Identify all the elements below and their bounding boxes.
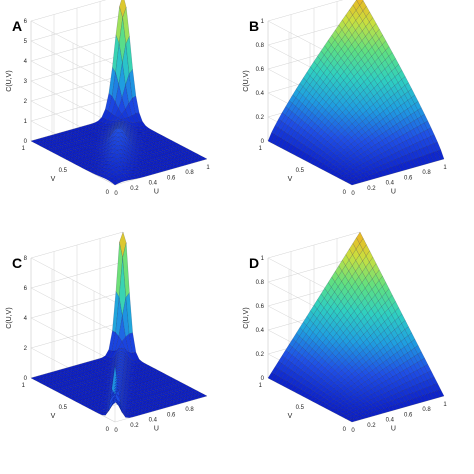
z-tick-label: 6 — [24, 19, 28, 25]
u-tick-label: 0.2 — [130, 186, 139, 192]
z-tick-label: 4 — [24, 59, 28, 65]
v-tick-label: 1 — [259, 146, 263, 152]
panel-label-b: B — [249, 18, 260, 34]
v-tick-label: 0.5 — [59, 405, 68, 411]
v-tick-label: 1 — [22, 383, 26, 389]
u-tick-label: 0.6 — [167, 412, 176, 418]
u-tick-label: 0 — [351, 191, 355, 197]
u-tick-label: 0.4 — [149, 181, 158, 187]
z-tick-label: 0.4 — [256, 91, 265, 97]
u-tick-label: 0 — [351, 428, 355, 434]
z-tick-label: 2 — [24, 99, 28, 105]
u-tick-label: 0.2 — [367, 186, 376, 192]
u-tick-label: 0.6 — [167, 175, 176, 181]
surface-mesh — [267, 0, 445, 186]
u-tick-label: 0.2 — [130, 423, 139, 429]
z-axis-label: C(U,V) — [6, 70, 13, 91]
surface-cell — [199, 394, 208, 398]
u-tick-label: 0.8 — [422, 407, 431, 413]
z-tick-label: 0 — [24, 376, 28, 382]
v-tick-label: 1 — [22, 146, 26, 152]
surface-cell — [437, 149, 445, 161]
v-tick-label: 0 — [343, 427, 347, 433]
panel-label-a: A — [12, 18, 23, 34]
z-axis-label: C(U,V) — [6, 307, 13, 328]
z-tick-label: 0.8 — [256, 280, 265, 286]
u-tick-label: 0.4 — [386, 418, 395, 424]
z-tick-label: 2 — [24, 346, 28, 352]
v-tick-label: 0.5 — [59, 168, 68, 174]
u-tick-label: 0.4 — [149, 418, 158, 424]
v-tick-label: 0.5 — [296, 405, 305, 411]
u-tick-label: 1 — [443, 165, 447, 171]
axis-ticks: 0 2 4 6 8 0 0.2 0.4 0.6 0.8 0 0.5 1 — [22, 256, 195, 434]
z-tick-label: 1 — [261, 19, 265, 25]
z-tick-label: 0.6 — [256, 67, 265, 73]
u-axis-label: U — [391, 188, 396, 195]
v-tick-label: 0.5 — [296, 168, 305, 174]
u-tick-label: 0.8 — [185, 170, 194, 176]
z-axis-label: C(U,V) — [243, 70, 250, 91]
u-tick-label: 1 — [206, 165, 210, 171]
panel-a: A 0 1 2 3 4 5 6 0 0.2 0.4 0.6 0.8 1 0 0.5 1 U V C(U,V) — [0, 0, 237, 237]
z-tick-label: 4 — [24, 316, 28, 322]
panel-c-plot: 0 2 4 6 8 0 0.2 0.4 0.6 0.8 0 0.5 1 U V C(U,V) — [6, 231, 208, 434]
panel-label-c: C — [12, 255, 23, 271]
v-tick-label: 0 — [106, 190, 110, 196]
v-tick-label: 1 — [259, 383, 263, 389]
v-axis-label: V — [51, 413, 56, 420]
panel-b: B 0 0.2 0.4 0.6 0.8 1 0 0.2 0.4 0.6 0.8 1 0 0.5 1 U V C(U… — [237, 0, 474, 237]
panel-d-plot: 00.20.40.60.8100.20.40.60.8100.51UVC(U,V… — [243, 231, 448, 434]
z-tick-label: 1 — [261, 256, 265, 262]
z-tick-label: 0.2 — [256, 115, 265, 121]
z-tick-label: 0.6 — [256, 304, 265, 310]
u-tick-label: 0.6 — [404, 175, 413, 181]
z-tick-label: 6 — [24, 286, 28, 292]
z-tick-label: 0.8 — [256, 43, 265, 49]
surface-cell — [437, 389, 445, 398]
v-axis-label: V — [51, 176, 56, 183]
u-tick-label: 1 — [443, 402, 447, 408]
u-tick-label: 0.8 — [185, 407, 194, 413]
v-axis-label: V — [288, 176, 293, 183]
u-axis-label: U — [154, 188, 159, 195]
u-axis-label: U — [391, 425, 396, 432]
z-tick-label: 0 — [261, 139, 265, 145]
panel-d: D 0 0.2 0.4 0.6 0.8 1 0 0.2 0.4 0.6 0.8 1 0 0.5 1 U V C(U… — [237, 231, 474, 474]
z-tick-label: 0 — [24, 139, 28, 145]
u-tick-label: 0.4 — [386, 181, 395, 187]
z-tick-label: 0 — [261, 376, 265, 382]
z-tick-label: 5 — [24, 39, 28, 45]
v-tick-label: 0 — [343, 190, 347, 196]
v-axis-label: V — [288, 413, 293, 420]
v-tick-label: 0 — [106, 427, 110, 433]
u-tick-label: 0.6 — [404, 412, 413, 418]
panel-c: C 0 2 4 6 8 0 0.2 0.4 0.6 0.8 0 0.5 1 U V C(U,V) — [0, 231, 237, 474]
z-tick-label: 8 — [24, 256, 28, 262]
panel-label-d: D — [249, 255, 260, 271]
surface-mesh — [30, 0, 208, 186]
surface-mesh — [30, 231, 208, 418]
z-axis-label: C(U,V) — [243, 307, 250, 328]
z-tick-label: 0.4 — [256, 328, 265, 334]
z-tick-label: 0.2 — [256, 352, 265, 358]
z-tick-label: 3 — [24, 79, 28, 85]
u-tick-label: 0.8 — [422, 170, 431, 176]
u-axis-label: U — [154, 425, 159, 432]
panel-b-plot: 00.20.40.60.8100.20.40.60.8100.51UVC(U,V… — [243, 0, 448, 197]
u-tick-label: 0 — [114, 191, 118, 197]
z-tick-label: 1 — [24, 119, 28, 125]
surface-mesh — [267, 231, 445, 423]
u-tick-label: 0 — [114, 428, 118, 434]
surface-cell — [199, 157, 208, 161]
u-tick-label: 0.2 — [367, 423, 376, 429]
